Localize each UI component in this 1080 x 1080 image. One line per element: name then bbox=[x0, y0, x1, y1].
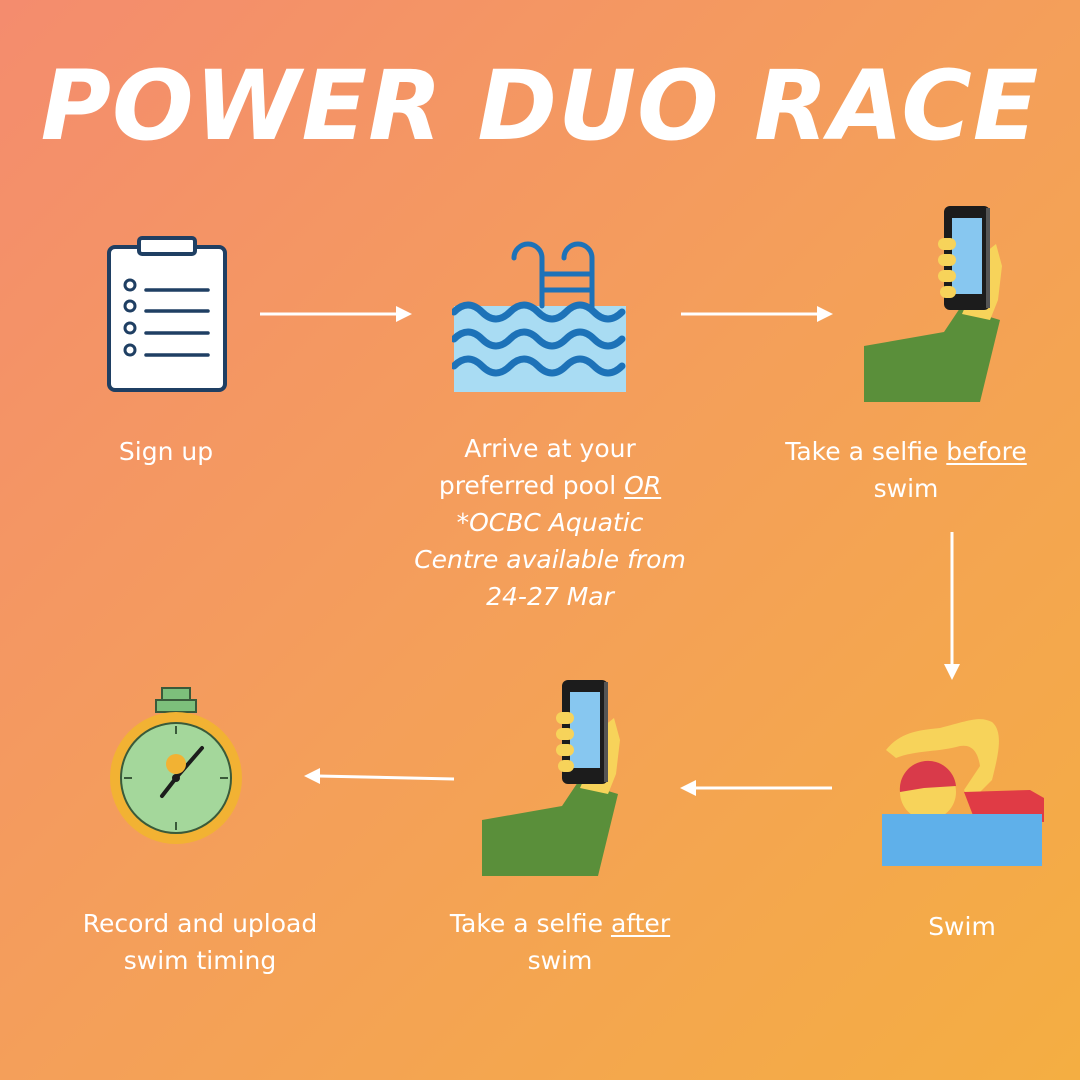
step-label-record-timing: Record and upload swim timing bbox=[40, 905, 360, 979]
swimmer-icon bbox=[880, 710, 1044, 868]
step-label-arrive-pool: Arrive at your preferred pool OR *OCBC Aqu… bbox=[380, 430, 720, 615]
step-label-line: Record and upload bbox=[40, 905, 360, 942]
step-label-line: 24-27 Mar bbox=[380, 578, 720, 615]
step-label-text: *OCBC Aquatic bbox=[456, 508, 644, 537]
step-label-text: OR bbox=[624, 471, 662, 500]
step-label-text: before bbox=[946, 437, 1027, 466]
step-label-line: Arrive at your bbox=[380, 430, 720, 467]
step-label-line: preferred pool OR bbox=[380, 467, 720, 504]
step-label-text: Swim bbox=[928, 912, 996, 941]
arrow-left-icon bbox=[680, 780, 832, 796]
step-label-line: Swim bbox=[862, 908, 1062, 945]
step-label-text: after bbox=[610, 909, 671, 938]
step-label-line: *OCBC Aquatic bbox=[380, 504, 720, 541]
step-label-text: swim timing bbox=[123, 946, 277, 975]
step-label-text: Sign up bbox=[118, 437, 214, 466]
step-label-text: 24-27 Mar bbox=[486, 582, 614, 611]
arrow-left-icon bbox=[304, 768, 455, 784]
step-label-swim: Swim bbox=[862, 908, 1062, 945]
step-label-text: swim bbox=[873, 474, 939, 503]
selfie-hand-icon bbox=[480, 678, 622, 878]
swimming-pool-icon bbox=[450, 236, 628, 394]
step-label-line: Centre available from bbox=[380, 541, 720, 578]
step-label-text: preferred pool bbox=[438, 471, 625, 500]
step-label-line: Take a selfie after bbox=[420, 905, 700, 942]
stopwatch-icon bbox=[106, 686, 246, 846]
page-title: POWER DUO RACE bbox=[40, 50, 1040, 162]
arrow-down-icon bbox=[944, 532, 960, 680]
step-label-line: Take a selfie before bbox=[766, 433, 1046, 470]
step-label-selfie-after: Take a selfie after swim bbox=[420, 905, 700, 979]
step-label-text: Centre available from bbox=[414, 545, 686, 574]
step-label-text: Take a selfie bbox=[449, 909, 611, 938]
step-label-text: Arrive at your bbox=[464, 434, 636, 463]
arrow-right-icon bbox=[260, 306, 412, 322]
step-label-line: swim timing bbox=[40, 942, 360, 979]
step-label-sign-up: Sign up bbox=[46, 433, 286, 470]
step-label-text: Record and upload bbox=[82, 909, 318, 938]
step-label-text: Take a selfie bbox=[785, 437, 947, 466]
step-label-line: swim bbox=[766, 470, 1046, 507]
clipboard-icon bbox=[106, 236, 228, 394]
step-label-line: swim bbox=[420, 942, 700, 979]
selfie-hand-icon bbox=[862, 204, 1004, 404]
step-label-text: swim bbox=[527, 946, 593, 975]
step-label-selfie-before: Take a selfie before swim bbox=[766, 433, 1046, 507]
step-label-line: Sign up bbox=[46, 433, 286, 470]
arrow-right-icon bbox=[681, 306, 833, 322]
